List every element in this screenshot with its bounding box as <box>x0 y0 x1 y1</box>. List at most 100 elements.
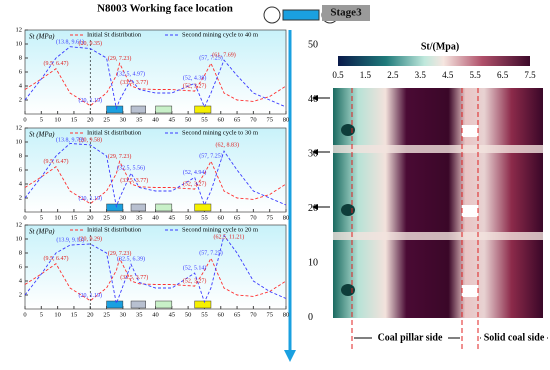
x-tick-label: 5 <box>40 311 43 318</box>
x-tick-label: 60 <box>218 311 225 318</box>
x-tick-label: 60 <box>218 116 225 123</box>
x-tick-label: 50 <box>185 214 192 221</box>
annotation: (32.5, 4.97) <box>117 71 145 78</box>
x-tick-label: 45 <box>169 311 176 318</box>
x-tick-label: 25 <box>103 311 110 318</box>
y-tick-label: 8 <box>19 249 22 256</box>
x-tick-label: 65 <box>234 116 241 123</box>
legend-label: Initial St distribution <box>87 129 142 136</box>
x-tick-label: 55 <box>201 214 208 221</box>
support-block <box>106 105 124 114</box>
pointer-head <box>312 149 318 155</box>
x-tick-label: 65 <box>234 214 241 221</box>
x-tick-label: 70 <box>250 214 257 221</box>
annotation: (13.9, 9.13) <box>56 236 84 243</box>
x-tick-label: 55 <box>201 116 208 123</box>
y-tick-label: 2 <box>19 291 22 298</box>
annotation: (33.5, 3.77) <box>120 274 148 281</box>
scale-label: 0 <box>308 312 313 323</box>
support-block <box>155 105 173 114</box>
y-tick-label: 4 <box>19 82 23 89</box>
x-tick-label: 5 <box>40 214 43 221</box>
series-line <box>24 234 287 306</box>
annotation: (13.8, 9.61) <box>56 38 84 45</box>
x-tick-label: 10 <box>54 311 61 318</box>
colorbar-label: St/(Mpa) <box>421 41 459 52</box>
annotation: (29, 7.23) <box>108 55 132 62</box>
x-tick-label: 25 <box>103 116 110 123</box>
annotation: (62, 8.83) <box>216 142 240 149</box>
colorbar-tick: 7.5 <box>524 70 536 80</box>
x-tick-label: 15 <box>71 214 78 221</box>
scale-label: 20 <box>308 203 318 214</box>
annotation: (52, 3.27) <box>183 277 207 284</box>
legend-label: Second mining cycle to 30 m <box>182 129 258 136</box>
x-tick-label: 80 <box>283 311 290 318</box>
x-tick-label: 0 <box>23 116 26 123</box>
legend-label: Second mining cycle to 20 m <box>182 226 258 233</box>
y-axis-label: St (MPa) <box>29 228 55 236</box>
y-tick-label: 10 <box>16 138 23 145</box>
annotation: (20, 9.58) <box>79 136 103 143</box>
annotation: (13.8, 9.79) <box>56 136 84 143</box>
plot-area <box>24 29 287 115</box>
annotation: (52, 4.38) <box>183 75 207 82</box>
y-tick-label: 6 <box>19 68 23 75</box>
colorbar-tick: 6.5 <box>497 70 509 80</box>
coal-pillar-label: Coal pillar side <box>378 332 443 343</box>
x-tick-label: 70 <box>250 116 257 123</box>
y-tick-label: 10 <box>16 235 23 242</box>
annotation: (62.5, 11.21) <box>214 233 245 240</box>
legend-label: Initial St distribution <box>87 226 142 233</box>
scale-label: 10 <box>308 257 318 268</box>
annotation: (20, 1.19) <box>79 292 103 299</box>
scale-label: 40 <box>308 94 318 105</box>
y-tick-label: 8 <box>19 152 22 159</box>
annotation: (9.5, 6.47) <box>43 255 68 262</box>
x-tick-label: 20 <box>87 311 94 318</box>
annotation: (20, 1.19) <box>79 97 103 104</box>
colorbar-tick: 1.5 <box>360 70 372 80</box>
x-tick-label: 40 <box>152 116 159 123</box>
x-tick-label: 20 <box>87 116 94 123</box>
x-tick-label: 0 <box>23 311 26 318</box>
annotation: (20, 1.19) <box>79 195 103 202</box>
colorbar <box>338 56 530 66</box>
annotation: (33.5, 3.77) <box>120 79 148 86</box>
x-tick-label: 40 <box>152 311 159 318</box>
y-tick-label: 2 <box>19 96 22 103</box>
figure-title: N8003 Working face location <box>97 3 233 15</box>
annotation: (52, 5.14) <box>183 264 207 271</box>
annotation: (57, 7.25) <box>199 153 223 160</box>
scale-label: 30 <box>308 148 318 159</box>
x-tick-label: 10 <box>54 116 61 123</box>
x-tick-label: 30 <box>120 116 127 123</box>
x-tick-label: 20 <box>87 214 94 221</box>
y-tick-label: 4 <box>19 180 23 187</box>
annotation: (52, 4.94) <box>183 169 207 176</box>
x-tick-label: 45 <box>169 214 176 221</box>
pointer-head <box>312 95 318 101</box>
y-tick-label: 12 <box>16 221 23 228</box>
annotation: (32.5, 5.56) <box>117 164 145 171</box>
x-tick-label: 10 <box>54 214 61 221</box>
colorbar-tick: 5.5 <box>470 70 482 80</box>
x-tick-label: 50 <box>185 311 192 318</box>
series-line <box>24 46 287 111</box>
y-axis-label: St (MPa) <box>29 131 55 139</box>
x-tick-label: 80 <box>283 214 290 221</box>
x-tick-label: 50 <box>185 116 192 123</box>
annotation: (9.5, 6.47) <box>43 158 68 165</box>
support-block <box>130 300 146 309</box>
annotation: (52, 3.27) <box>183 82 207 89</box>
support-block <box>155 300 173 309</box>
y-tick-label: 12 <box>16 124 23 131</box>
annotation: (9.5, 6.47) <box>43 60 68 67</box>
x-tick-label: 40 <box>152 214 159 221</box>
arrow-head <box>284 350 296 362</box>
stage-box <box>322 5 370 21</box>
y-axis-label: St (MPa) <box>29 33 55 41</box>
x-tick-label: 45 <box>169 116 176 123</box>
x-tick-label: 0 <box>23 214 26 221</box>
